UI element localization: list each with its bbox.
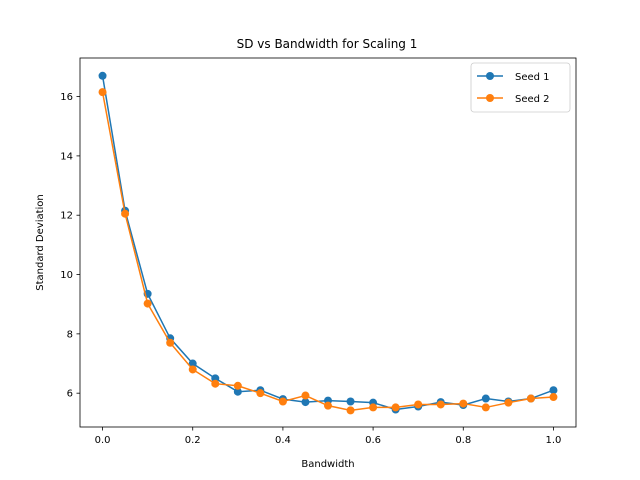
x-tick-label: 0.4 [275, 435, 291, 446]
data-point-seed-2 [211, 379, 220, 388]
data-point-seed-2 [504, 398, 513, 407]
data-point-seed-2 [436, 400, 445, 409]
plot-area [98, 71, 558, 415]
x-tick-label: 0.6 [365, 435, 381, 446]
axes-frame [79, 57, 577, 428]
legend-marker-seed-1 [486, 72, 494, 80]
y-tick-label: 8 [67, 329, 73, 340]
legend-label-seed-2: Seed 2 [515, 94, 550, 105]
data-point-seed-1 [188, 359, 197, 368]
data-point-seed-1 [301, 398, 310, 407]
data-point-seed-2 [256, 389, 265, 398]
data-point-seed-2 [121, 209, 130, 218]
x-tick-label: 0.0 [95, 435, 111, 446]
chart-title: SD vs Bandwidth for Scaling 1 [237, 37, 418, 51]
data-point-seed-2 [166, 338, 175, 347]
data-point-seed-2 [369, 403, 378, 412]
data-point-seed-2 [324, 401, 332, 410]
data-point-seed-2 [98, 88, 107, 97]
y-tick-label: 14 [60, 151, 73, 162]
x-tick-label: 0.8 [455, 435, 471, 446]
legend: Seed 1 Seed 2 [470, 62, 571, 113]
data-point-seed-2 [391, 403, 400, 412]
data-point-seed-2 [346, 406, 355, 415]
y-axis-label: Standard Deviation [35, 194, 46, 291]
data-point-seed-2 [414, 400, 423, 409]
data-point-seed-1 [549, 386, 558, 395]
data-point-seed-2 [481, 403, 490, 412]
x-tick-label: 1.0 [546, 435, 562, 446]
legend-label-seed-1: Seed 1 [515, 72, 550, 83]
y-axis-ticks: 6 8 10 12 14 16 [60, 92, 80, 400]
data-point-seed-2 [459, 399, 468, 408]
x-axis-ticks: 0.0 0.2 0.4 0.6 0.8 1.0 [95, 427, 562, 446]
y-tick-label: 16 [60, 92, 73, 103]
series-line-seed-1 [101, 75, 554, 411]
data-point-seed-2 [143, 299, 152, 308]
y-tick-label: 10 [60, 270, 73, 281]
data-point-seed-2 [188, 365, 197, 374]
data-point-seed-1 [481, 394, 490, 403]
data-point-seed-2 [301, 391, 310, 400]
legend-marker-seed-2 [486, 94, 494, 102]
data-point-seed-1 [233, 387, 242, 396]
data-point-seed-2 [278, 397, 287, 406]
data-point-seed-2 [549, 393, 558, 402]
series-line-seed-2 [101, 91, 554, 412]
data-point-seed-1 [98, 71, 107, 80]
data-point-seed-1 [346, 397, 355, 406]
data-point-seed-2 [233, 381, 242, 390]
x-axis-label: Bandwidth [301, 459, 354, 470]
x-tick-label: 0.2 [185, 435, 201, 446]
y-tick-label: 12 [60, 211, 73, 222]
y-tick-label: 6 [67, 389, 73, 400]
data-point-seed-2 [526, 394, 535, 403]
